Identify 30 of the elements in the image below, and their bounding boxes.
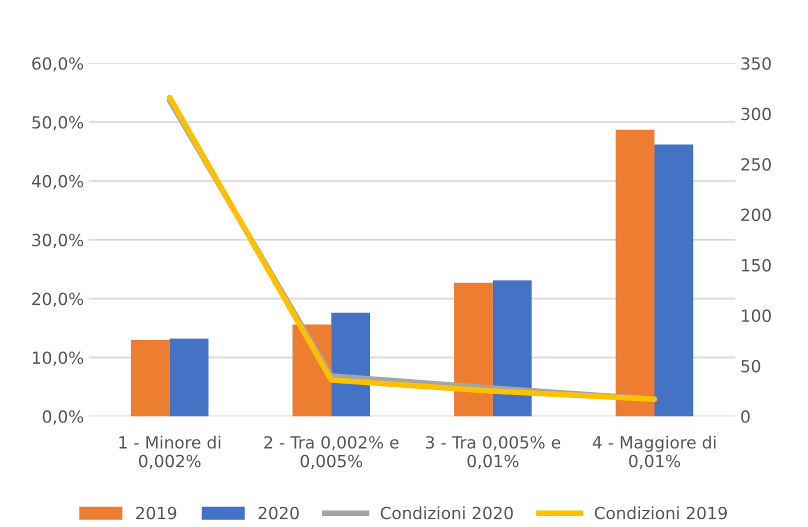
legend-label: Condizioni 2020 xyxy=(380,506,513,520)
x-tick-label: 3 - Tra 0,005% e 0,01% xyxy=(426,436,560,470)
legend-label: 2019 xyxy=(136,506,176,520)
bar xyxy=(454,282,493,416)
y2-tick-label: 100 xyxy=(742,309,771,322)
y-tick-label: 50,0% xyxy=(32,116,84,130)
y-tick-label: 10,0% xyxy=(32,351,84,366)
y-tick-label: 20,0% xyxy=(32,292,84,307)
y2-tick-label: 0 xyxy=(741,410,750,423)
bar xyxy=(331,312,370,416)
x-tick-label: 1 - Minore di 0,002% xyxy=(119,436,220,470)
bar xyxy=(130,340,170,416)
y2-tick-label: 300 xyxy=(741,108,771,120)
y-tick-label: 30,0% xyxy=(32,234,84,248)
y2-tick-label: 50 xyxy=(741,360,760,372)
x-tick-label: 2 - Tra 0,002% e 0,005% xyxy=(264,436,399,470)
bar xyxy=(170,338,208,416)
y2-tick-label: 250 xyxy=(741,158,771,171)
legend-label: Condizioni 2019 xyxy=(594,506,727,520)
y-tick-label: 60,0% xyxy=(32,57,84,72)
y2-tick-label: 350 xyxy=(741,57,771,70)
legend-label: 2020 xyxy=(258,506,299,520)
y2-tick-label: 200 xyxy=(741,208,771,222)
bar xyxy=(616,130,654,416)
y-tick-label: 0,0% xyxy=(42,410,84,425)
bar xyxy=(492,280,532,416)
bar xyxy=(654,144,694,416)
y-tick-label: 40,0% xyxy=(32,174,84,190)
x-tick-label: 4 - Maggiore di 0,01% xyxy=(592,436,716,470)
y2-tick-label: 150 xyxy=(742,258,771,272)
